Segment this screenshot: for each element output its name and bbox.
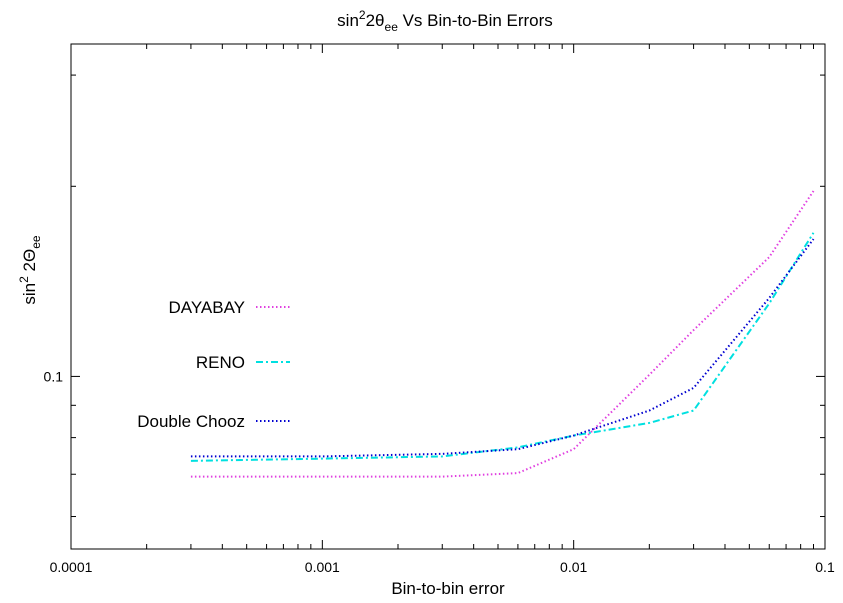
legend-label: Double Chooz bbox=[137, 412, 245, 431]
y-tick-label: 0.1 bbox=[44, 368, 64, 384]
axis-ticks: 0.0001 0.001 0.01 0.1 0.1 bbox=[44, 44, 835, 575]
plot-area bbox=[70, 43, 826, 550]
y-axis-label: sin2 2Θee bbox=[17, 235, 43, 305]
chart-title: sin22θee Vs Bin-to-Bin Errors bbox=[337, 8, 553, 34]
legend-label: DAYABAY bbox=[168, 298, 245, 317]
legend-label: RENO bbox=[196, 353, 245, 372]
series-group bbox=[190, 190, 815, 478]
x-axis-label: Bin-to-bin error bbox=[391, 579, 505, 598]
series-line-dayabay bbox=[190, 190, 815, 478]
series-line-reno bbox=[190, 232, 815, 462]
x-tick-label: 0.0001 bbox=[50, 559, 93, 575]
legend: DAYABAY RENO Double Chooz bbox=[137, 298, 290, 431]
x-tick-label: 0.001 bbox=[305, 559, 340, 575]
x-tick-label: 0.1 bbox=[815, 559, 835, 575]
x-tick-label: 0.01 bbox=[560, 559, 587, 575]
series-line-double-chooz bbox=[190, 238, 815, 458]
